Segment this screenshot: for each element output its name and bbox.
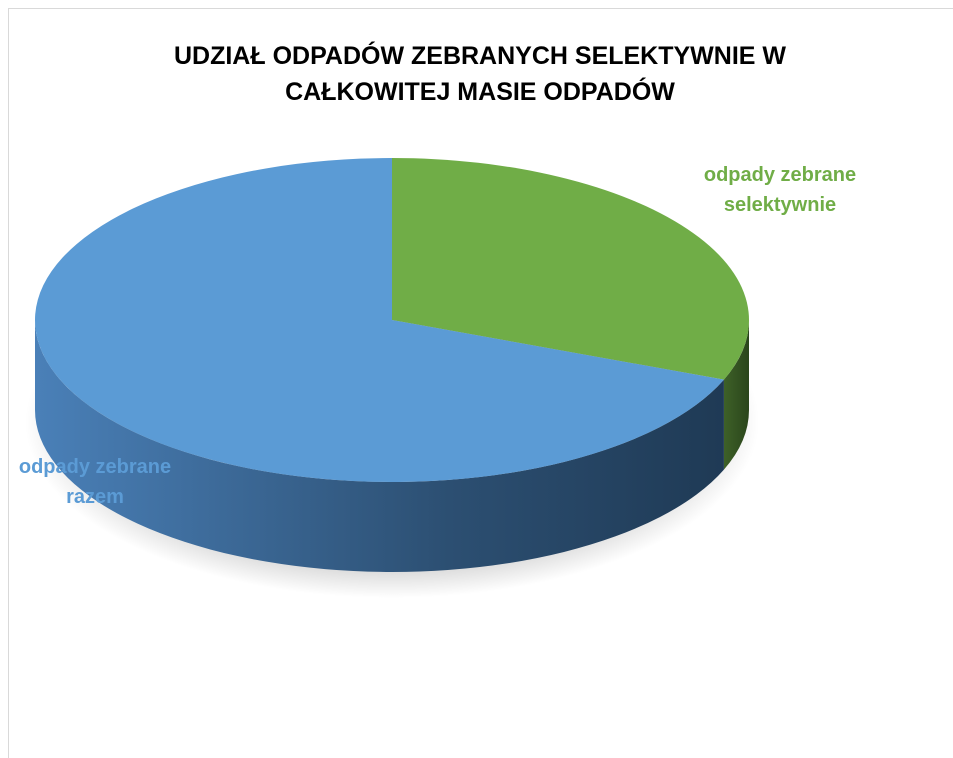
chart-title: UDZIAŁ ODPADÓW ZEBRANYCH SELEKTYWNIE W C…	[173, 42, 786, 106]
slice	[34, 158, 724, 482]
slice-side	[723, 320, 749, 470]
slice-side	[35, 320, 724, 572]
slice	[392, 158, 749, 380]
slice-label: odpady zebrane selektywnie	[703, 164, 857, 216]
chart-frame	[8, 8, 953, 758]
slice-label: odpady zebrane razem	[18, 456, 172, 508]
